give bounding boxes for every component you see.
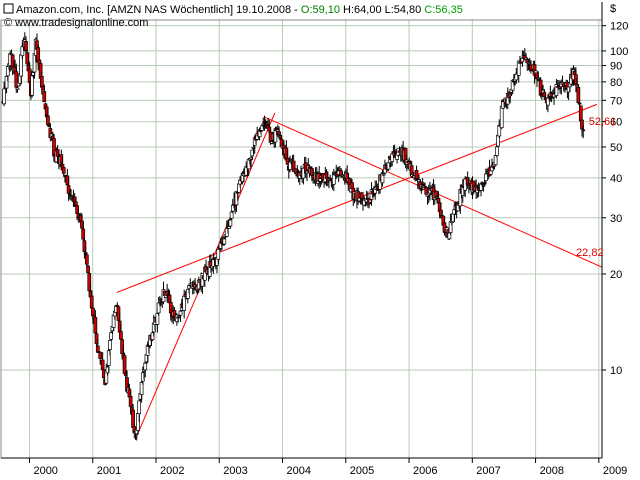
y-tick-label: 10 [610, 365, 622, 377]
candle-body [494, 146, 499, 156]
ohlc-open: O:59,10 [301, 4, 340, 16]
y-axis: 10 20 30 40 50 60 70 80 90 100 120 [602, 21, 628, 377]
trendline-value-label: 22,82 [576, 247, 604, 259]
candle-body [178, 310, 183, 316]
candle-body [120, 339, 124, 354]
trendlines [116, 103, 603, 439]
ohlc-low: L:54,80 [385, 4, 422, 16]
candlesticks [1, 32, 586, 441]
candle-body [94, 333, 99, 345]
currency-label: $ [610, 3, 616, 15]
candle-body [484, 173, 488, 181]
candle-body [414, 170, 419, 180]
y-tick-label: 50 [610, 142, 622, 154]
x-tick-label: 2003 [223, 465, 247, 477]
candle-body [137, 400, 142, 414]
x-tick-label: 2007 [476, 465, 500, 477]
x-axis: 2000 2001 2002 2003 2004 2005 2006 2007 2008 2009 [28, 458, 627, 477]
candle-body [185, 288, 190, 299]
chart-frame [0, 2, 603, 459]
instrument-title: Amazon.com, Inc. [AMZN NAS Wöchentlich] … [16, 4, 301, 16]
candle-body [122, 355, 127, 374]
chart-menu-checkbox-icon[interactable] [3, 3, 14, 14]
candle-body [66, 185, 71, 194]
candle-body [132, 426, 137, 432]
x-tick-label: 2001 [97, 465, 121, 477]
candle-body [228, 219, 233, 227]
candle-body [381, 173, 386, 176]
y-tick-label: 100 [610, 46, 628, 58]
chart-header: Amazon.com, Inc. [AMZN NAS Wöchentlich] … [3, 3, 616, 29]
y-tick-label: 70 [610, 95, 622, 107]
candle-body [277, 131, 281, 135]
candle-body [24, 41, 28, 51]
candle-body [14, 71, 19, 88]
candle-body [61, 167, 66, 174]
candle-body [155, 313, 160, 325]
candle-body [499, 105, 504, 129]
candle-body [4, 75, 9, 89]
candle-body [81, 228, 86, 240]
candle-body [576, 86, 581, 103]
candle-body [84, 254, 89, 265]
x-tick-label: 2006 [413, 465, 437, 477]
candle-body [42, 91, 47, 103]
y-tick-label: 120 [610, 21, 628, 33]
candle-body [380, 172, 385, 184]
candle-body [554, 84, 559, 96]
y-tick-label: 60 [610, 117, 622, 129]
candle-body [580, 119, 584, 130]
candle-body [222, 238, 227, 245]
svg-text:Amazon.com, Inc. [AMZN NAS Wö: Amazon.com, Inc. [AMZN NAS Wöchentlich] … [16, 4, 463, 16]
y-tick-label: 40 [610, 173, 622, 185]
x-tick-label: 2004 [287, 465, 311, 477]
candle-body [15, 87, 20, 90]
ohlc-close: C:56,35 [424, 4, 463, 16]
candle-body [536, 77, 541, 80]
candle-body [119, 331, 123, 340]
candle-body [216, 248, 221, 260]
y-tick-label: 20 [610, 269, 622, 281]
candle-body [514, 73, 519, 81]
x-tick-label: 2000 [33, 465, 57, 477]
candle-body [447, 232, 452, 240]
website-link: www.tradesignalonline.com [14, 17, 148, 29]
y-tick-label: 80 [610, 77, 622, 89]
candle-body [98, 352, 103, 359]
candle-body [128, 395, 133, 407]
candle-body [143, 362, 148, 371]
x-tick-label: 2002 [160, 465, 184, 477]
ohlc-high: H:64,00 [343, 4, 382, 16]
candle-body [87, 273, 92, 292]
candle-body [46, 115, 50, 126]
candle-body [581, 129, 586, 132]
x-tick-label: 2008 [540, 465, 564, 477]
y-tick-label: 30 [610, 213, 622, 225]
candle-body [20, 46, 25, 57]
trendline-value-label: 52,61 [589, 116, 617, 128]
x-tick-label: 2005 [350, 465, 374, 477]
candle-body [516, 60, 521, 76]
candle-body [25, 52, 30, 65]
y-tick-label: 90 [610, 61, 622, 73]
x-tick-label: 2009 [603, 465, 627, 477]
copyright-icon: © [4, 17, 12, 29]
candle-body [229, 211, 234, 219]
candle-body [109, 332, 114, 340]
candle-body [139, 381, 144, 395]
candle-body [39, 75, 44, 88]
candle-body [106, 350, 111, 366]
candle-body [30, 75, 34, 96]
candle-body [409, 165, 414, 175]
candle-body [2, 88, 6, 105]
candle-body [86, 265, 90, 273]
candle-body [93, 317, 98, 334]
annotations: 52,61 22,82 [576, 116, 616, 259]
candle-body [108, 339, 112, 350]
candle-body [577, 102, 582, 105]
candle-body [578, 105, 583, 122]
svg-text:©www.tradesignalonline.com: © www.tradesignalonline.com [4, 17, 148, 29]
